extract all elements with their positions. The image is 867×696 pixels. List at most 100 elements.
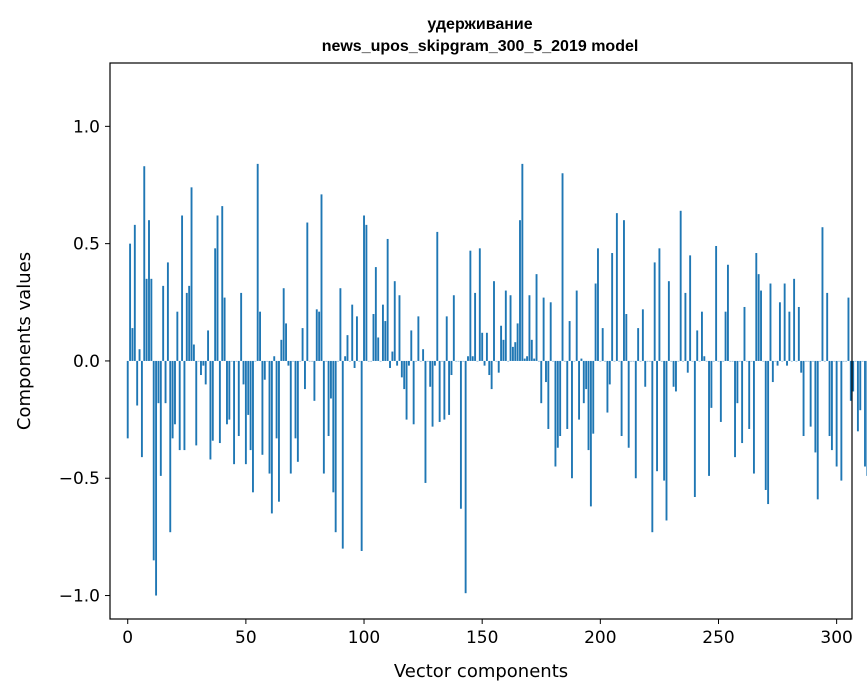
bar — [448, 360, 451, 415]
x-tick-label: 100 — [348, 628, 380, 648]
bar — [568, 321, 571, 361]
bar — [131, 328, 134, 361]
bar — [431, 360, 434, 427]
bar — [185, 292, 188, 361]
bar — [389, 360, 391, 368]
bar — [306, 222, 309, 361]
bar — [233, 360, 236, 465]
bar — [273, 356, 276, 361]
bar — [363, 215, 365, 361]
bar — [485, 332, 488, 361]
bar — [502, 339, 505, 361]
bar — [847, 297, 850, 361]
bar — [526, 356, 529, 361]
bar — [734, 360, 736, 458]
bar — [724, 311, 727, 361]
bar — [247, 360, 250, 415]
bar — [318, 311, 321, 361]
bar — [748, 360, 751, 429]
bar — [126, 360, 129, 439]
bar — [169, 360, 172, 533]
bar — [554, 360, 557, 467]
bar — [828, 360, 831, 437]
bar — [410, 330, 413, 361]
bar — [653, 262, 656, 361]
bar — [830, 360, 833, 451]
bar — [587, 360, 590, 451]
bar — [256, 163, 259, 361]
bar — [150, 278, 153, 361]
bar — [547, 360, 550, 429]
x-tick-label: 200 — [584, 628, 616, 648]
bar — [608, 360, 611, 385]
bar — [726, 264, 729, 361]
bar — [601, 328, 604, 361]
bar — [334, 360, 337, 533]
bar — [549, 302, 552, 361]
bar — [386, 238, 389, 361]
bar — [516, 323, 519, 361]
bar — [393, 281, 396, 361]
bar — [783, 283, 786, 361]
bar — [166, 262, 169, 361]
bar — [719, 360, 722, 422]
bar — [344, 356, 347, 361]
bar — [296, 360, 299, 462]
bar — [377, 337, 380, 361]
bar — [493, 281, 495, 361]
bar — [615, 213, 618, 361]
bar — [559, 360, 562, 437]
bar — [200, 360, 202, 376]
bar — [786, 360, 788, 366]
bar — [793, 278, 796, 361]
bar — [760, 290, 762, 361]
bar — [391, 351, 394, 361]
bar — [500, 325, 503, 361]
bar — [171, 360, 174, 439]
bar — [592, 360, 595, 434]
bar — [443, 360, 446, 420]
bar — [164, 360, 167, 404]
bar — [405, 360, 408, 420]
bar — [710, 360, 713, 408]
bar — [315, 309, 318, 361]
chart-subtitle: news_upos_skipgram_300_5_2019 model — [322, 38, 639, 55]
bar — [275, 360, 278, 439]
y-tick-label: 1.0 — [73, 117, 100, 137]
x-tick-label: 300 — [820, 628, 852, 648]
x-tick-label: 250 — [702, 628, 734, 648]
bar — [634, 360, 637, 479]
bar — [211, 360, 214, 441]
bar — [575, 290, 578, 361]
bar — [483, 360, 486, 366]
bar — [540, 360, 543, 404]
bar — [346, 335, 349, 361]
bar — [181, 215, 184, 361]
bar — [140, 360, 143, 458]
bar — [263, 360, 266, 380]
bar — [192, 344, 195, 361]
bar — [259, 311, 261, 361]
bar — [703, 356, 706, 361]
bar — [282, 288, 285, 361]
bar — [469, 250, 472, 361]
bar — [398, 295, 401, 361]
bar — [556, 360, 559, 448]
bar — [242, 360, 245, 385]
y-tick-label: −1.0 — [59, 587, 100, 607]
bar — [204, 360, 207, 385]
y-tick-label: 0.5 — [73, 235, 100, 255]
bar — [611, 253, 614, 361]
bar — [355, 316, 358, 361]
bar — [228, 360, 231, 420]
bar — [252, 360, 254, 493]
chart-title: удерживание — [427, 16, 532, 33]
bar — [474, 292, 477, 361]
bar — [585, 360, 588, 390]
bar — [663, 360, 666, 481]
bar — [478, 248, 481, 361]
x-tick-label: 0 — [122, 628, 133, 648]
bar — [148, 220, 150, 361]
bar — [675, 360, 677, 392]
bar — [627, 360, 630, 448]
